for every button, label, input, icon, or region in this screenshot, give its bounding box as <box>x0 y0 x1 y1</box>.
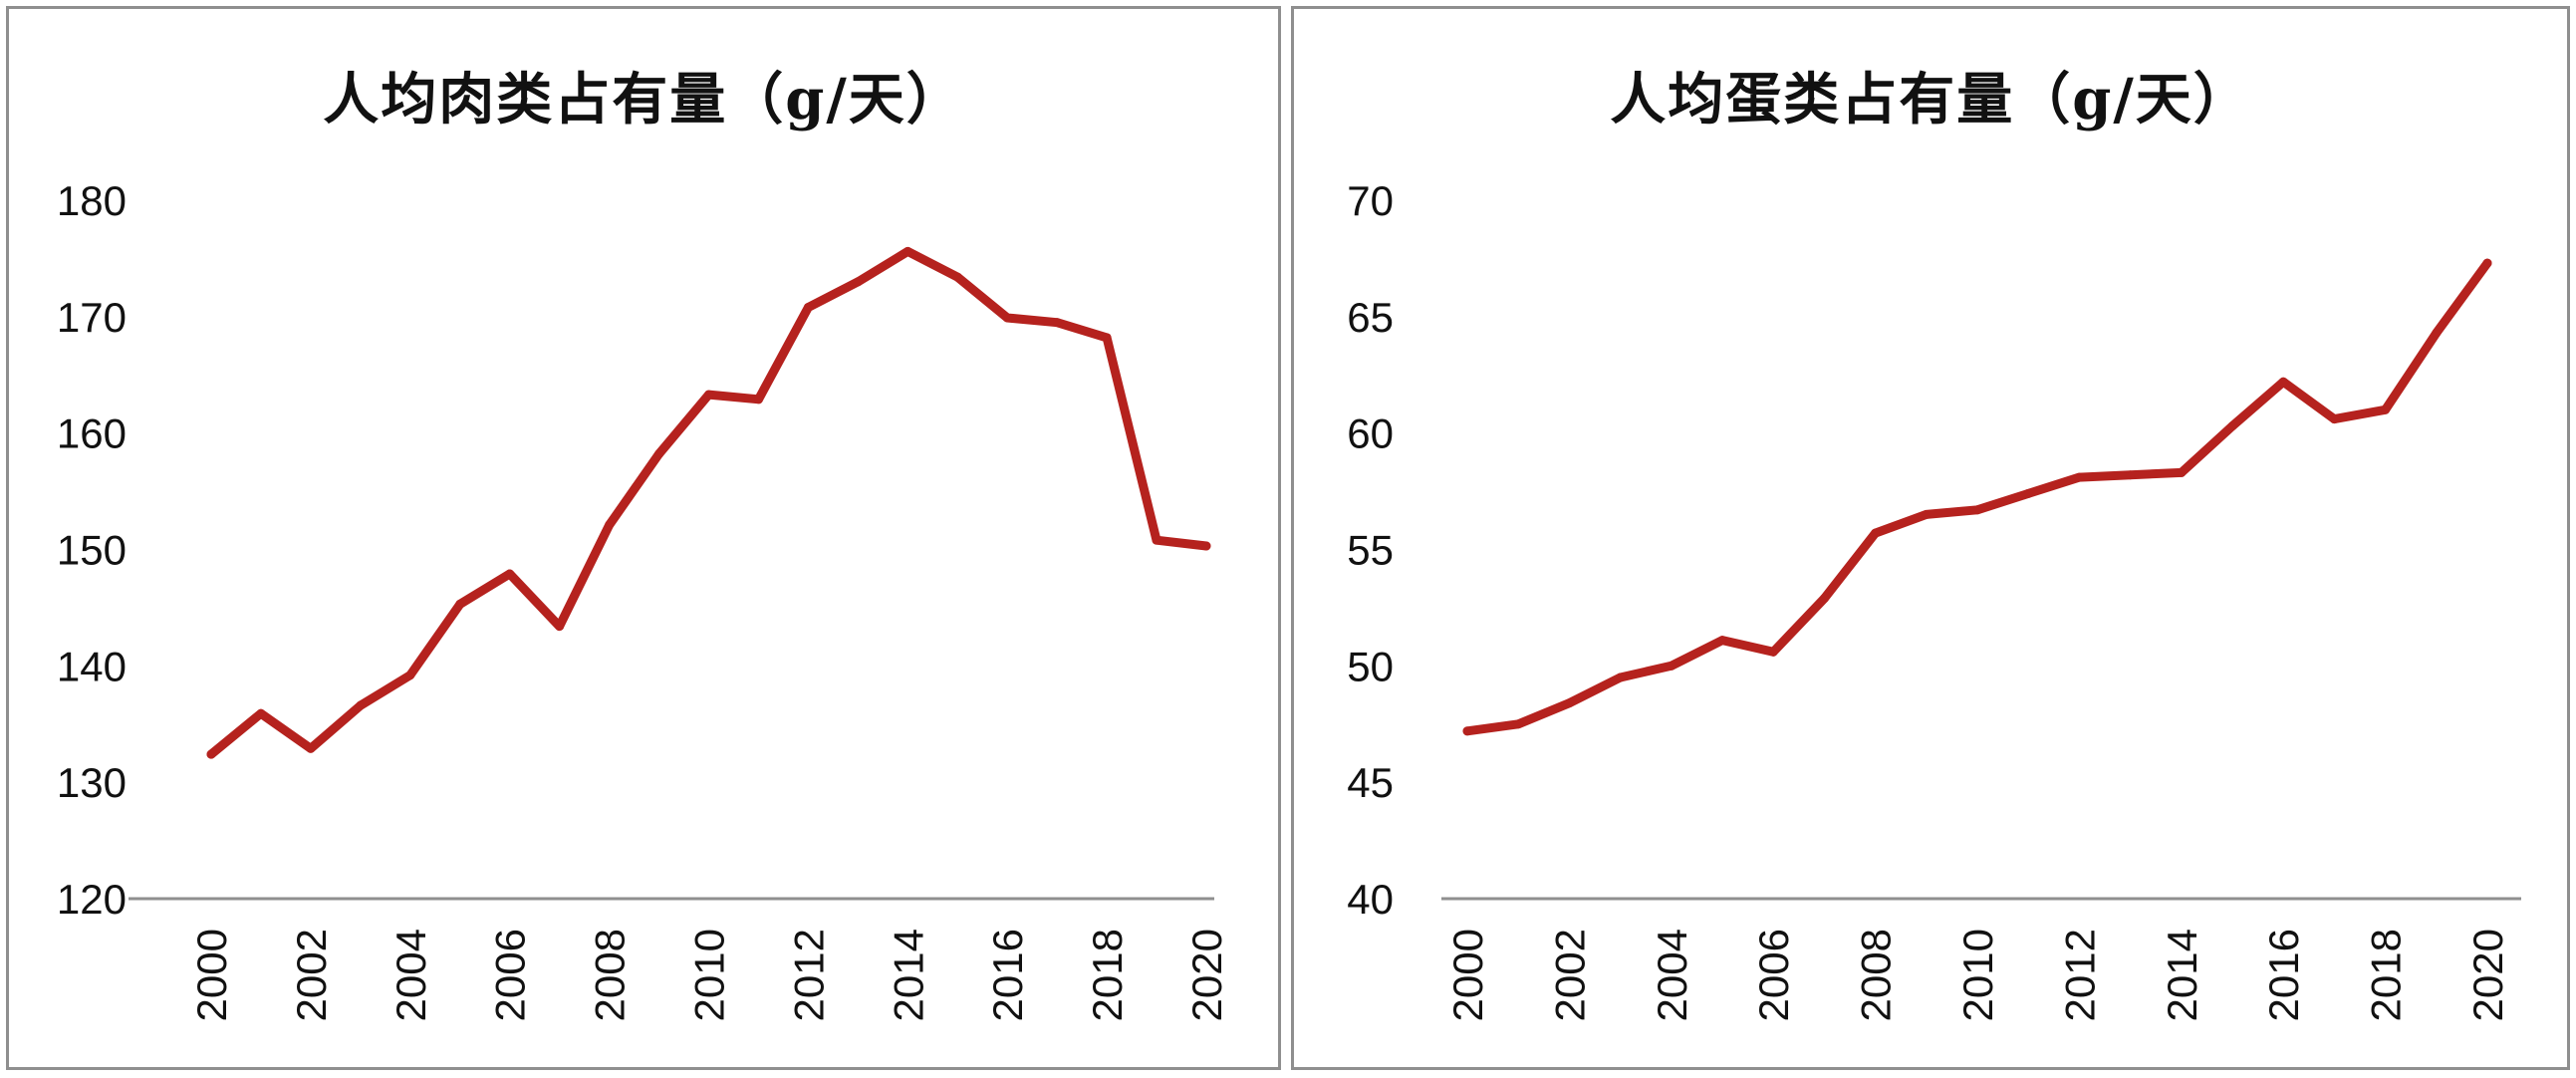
egg-chart-plot: 40 45 50 55 60 65 70 2000 2002 2004 2006 2008 2010 20… <box>1347 177 2521 1021</box>
x-tick-label: 2014 <box>885 929 931 1021</box>
y-tick-label: 55 <box>1347 527 1394 574</box>
y-tick-label: 70 <box>1347 177 1394 224</box>
y-tick-label: 60 <box>1347 410 1394 457</box>
x-tick-label: 2016 <box>2260 929 2307 1021</box>
data-point <box>1667 661 1676 671</box>
x-tick-label: 2000 <box>1444 929 1491 1021</box>
data-point <box>1972 505 1982 515</box>
meat-chart-panel: 人均肉类占有量（g/天） 120 130 140 150 160 170 180 2000 20… <box>6 6 1281 1070</box>
meat-chart-plot: 120 130 140 150 160 170 180 2000 2002 2004 2006 200… <box>57 177 1230 1021</box>
data-point <box>1922 509 1932 519</box>
data-point <box>1152 535 1161 545</box>
data-point <box>2329 414 2339 424</box>
x-tick-label: 2004 <box>1649 929 1695 1021</box>
data-point <box>1513 719 1523 729</box>
y-tick-label: 130 <box>57 759 127 806</box>
y-tick-label: 160 <box>57 410 127 457</box>
chart-title: 人均蛋类占有量（g/天） <box>1610 67 2251 133</box>
x-tick-label: 2008 <box>1853 929 1900 1021</box>
x-tick-label: 2002 <box>288 929 335 1021</box>
data-point <box>1052 318 1062 328</box>
y-tick-label: 140 <box>57 643 127 689</box>
data-point <box>2432 328 2442 338</box>
data-point <box>2278 377 2288 387</box>
x-tick-label: 2014 <box>2159 929 2205 1021</box>
data-point <box>505 569 515 579</box>
data-point <box>1717 636 1727 646</box>
data-point <box>405 671 415 680</box>
y-tick-label: 45 <box>1347 759 1394 806</box>
y-tick-label: 50 <box>1347 643 1394 689</box>
data-point <box>1616 673 1626 682</box>
data-point <box>803 302 813 312</box>
data-point <box>2482 258 2492 268</box>
x-tick-label: 2020 <box>2464 929 2511 1021</box>
y-tick-label: 65 <box>1347 294 1394 341</box>
data-point <box>1768 647 1778 657</box>
data-point <box>1462 726 1472 736</box>
data-point <box>306 743 316 753</box>
x-tick-label: 2006 <box>487 929 534 1021</box>
x-tick-label: 2018 <box>2363 929 2410 1021</box>
data-point <box>654 449 664 459</box>
egg-chart-panel: 人均蛋类占有量（g/天） 40 45 50 55 60 65 70 2000 2002 2004 2… <box>1291 6 2570 1070</box>
chart-title: 人均肉类占有量（g/天） <box>323 67 964 133</box>
y-tick-label: 120 <box>57 876 127 923</box>
data-point <box>753 395 763 404</box>
x-tick-label: 2012 <box>785 929 832 1021</box>
data-point <box>455 599 465 609</box>
data-point <box>1819 594 1829 604</box>
data-point <box>2227 421 2237 431</box>
y-tick-label: 40 <box>1347 876 1394 923</box>
x-tick-label: 2000 <box>188 929 235 1021</box>
x-tick-label: 2016 <box>984 929 1031 1021</box>
data-point <box>1564 698 1574 708</box>
data-point <box>1102 333 1112 343</box>
data-point <box>1201 541 1211 551</box>
x-tick-label: 2010 <box>686 929 733 1021</box>
data-point <box>605 520 615 530</box>
series-line <box>1462 258 2492 736</box>
data-point <box>2381 404 2391 414</box>
x-tick-label: 2006 <box>1750 929 1797 1021</box>
data-point <box>952 272 962 282</box>
x-tick-label: 2010 <box>1954 929 2001 1021</box>
data-point <box>2074 472 2084 482</box>
data-point <box>2126 470 2136 480</box>
x-tick-label: 2020 <box>1183 929 1230 1021</box>
y-tick-label: 150 <box>57 527 127 574</box>
data-point <box>704 390 713 400</box>
data-point <box>256 708 266 718</box>
data-point <box>1871 528 1881 538</box>
x-tick-label: 2008 <box>587 929 634 1021</box>
data-point <box>356 700 366 710</box>
x-tick-label: 2012 <box>2056 929 2103 1021</box>
data-point <box>206 749 216 759</box>
x-tick-label: 2002 <box>1546 929 1593 1021</box>
data-point <box>2177 467 2187 477</box>
data-point <box>1002 313 1012 323</box>
x-tick-label: 2018 <box>1084 929 1131 1021</box>
data-point <box>555 622 565 632</box>
y-tick-label: 170 <box>57 294 127 341</box>
data-point <box>902 246 912 256</box>
data-point <box>853 277 863 287</box>
data-point <box>2023 488 2033 498</box>
y-tick-label: 180 <box>57 177 127 224</box>
x-tick-label: 2004 <box>387 929 434 1021</box>
